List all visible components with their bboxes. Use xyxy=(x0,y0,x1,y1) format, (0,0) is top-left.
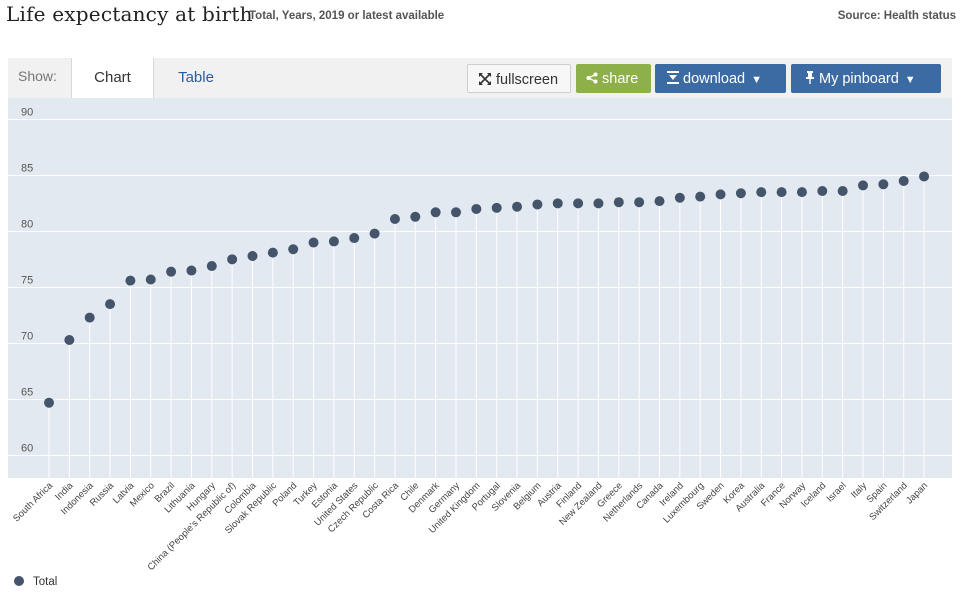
data-point[interactable]: South Africa: 64 xyxy=(44,397,54,408)
data-point[interactable]: Switzerland: 83.8 xyxy=(898,175,909,186)
data-point[interactable]: Portugal: 81.4 xyxy=(491,202,502,213)
life-expectancy-chart: 60 65 70 75 80 85 90 South Africa: 64 India: 69.… xyxy=(8,98,952,573)
share-button[interactable]: share xyxy=(576,64,651,93)
chart-subtitle: Total, Years, 2019 or latest available xyxy=(249,10,445,22)
y-tick-label: 90 xyxy=(21,107,33,119)
data-point[interactable]: Russia: 72.8 xyxy=(105,299,116,310)
data-point[interactable]: Brazil: 75.7 xyxy=(166,266,177,277)
data-point[interactable]: Luxembourg: 82.4 xyxy=(695,191,706,202)
x-tick-label: South Africa xyxy=(11,480,56,525)
data-point[interactable]: United Kingdom: 81.3 xyxy=(471,203,482,214)
download-icon xyxy=(667,64,679,93)
data-point[interactable]: Italy: 83.4 xyxy=(858,180,868,191)
chart-header: Life expectancy at birth Total, Years, 2… xyxy=(6,0,956,34)
data-point[interactable]: Netherlands: 81.9 xyxy=(634,197,645,208)
fullscreen-button[interactable]: fullscreen xyxy=(467,64,571,93)
data-point[interactable]: Ireland: 82.3 xyxy=(674,192,685,203)
data-point[interactable]: Chile: 80.6 xyxy=(410,211,421,222)
data-point[interactable]: France: 82.8 xyxy=(776,187,787,198)
chevron-down-icon: ▼ xyxy=(751,74,762,86)
data-point[interactable]: Spain: 83.5 xyxy=(878,179,889,190)
data-point[interactable]: Sweden: 82.6 xyxy=(715,189,726,200)
data-point[interactable]: Australia: 82.8 xyxy=(756,187,767,198)
pin-icon xyxy=(805,64,815,93)
legend-marker xyxy=(14,576,24,586)
data-point[interactable]: Estonia: 78.4 xyxy=(328,236,339,247)
share-icon xyxy=(586,64,598,93)
data-point[interactable]: Slovak Republic: 77.4 xyxy=(267,247,278,258)
data-point[interactable]: Iceland: 82.9 xyxy=(817,186,828,197)
data-point[interactable]: Slovenia: 81.5 xyxy=(512,201,523,212)
data-point[interactable]: Costa Rica: 80.4 xyxy=(389,214,400,225)
data-point[interactable]: Finland: 81.8 xyxy=(573,198,584,209)
data-point[interactable]: Greece: 81.9 xyxy=(613,197,624,208)
y-tick-label: 85 xyxy=(21,163,33,175)
source-link[interactable]: Source: Health status xyxy=(837,10,956,22)
tab-chart[interactable]: Chart xyxy=(71,58,154,99)
x-tick-label: Israel xyxy=(825,480,849,504)
data-point[interactable]: China (People's Republic of): 76.8 xyxy=(227,254,238,265)
fullscreen-icon xyxy=(478,65,492,94)
data-point[interactable]: Japan: 84.2 xyxy=(919,171,930,182)
x-tick-label: Japan xyxy=(904,480,930,506)
y-tick-label: 75 xyxy=(21,275,33,287)
data-point[interactable]: Germany: 81 xyxy=(451,207,461,218)
y-tick-label: 80 xyxy=(21,219,33,231)
data-point[interactable]: Israel: 82.9 xyxy=(837,186,848,197)
data-point[interactable]: Korea: 82.7 xyxy=(735,188,746,199)
pinboard-label: My pinboard xyxy=(819,71,899,87)
data-point[interactable]: Turkey: 78.3 xyxy=(308,237,319,248)
data-point[interactable]: Poland: 77.7 xyxy=(288,244,299,255)
data-point[interactable]: Hungary: 76.2 xyxy=(206,261,217,272)
y-tick-label: 70 xyxy=(21,331,33,343)
chart-title: Life expectancy at birth xyxy=(6,2,253,26)
download-button[interactable]: download ▼ xyxy=(655,64,786,93)
tab-table[interactable]: Table xyxy=(178,69,214,86)
data-point[interactable]: United States: 78.7 xyxy=(349,233,360,244)
data-point[interactable]: New Zealand: 81.8 xyxy=(593,198,604,209)
data-point[interactable]: Lithuania: 75.8 xyxy=(186,265,197,276)
data-point[interactable]: Latvia: 74.9 xyxy=(125,275,136,286)
y-tick-label: 60 xyxy=(21,443,33,455)
data-point[interactable]: Colombia: 77.1 xyxy=(247,250,258,261)
chevron-down-icon: ▼ xyxy=(904,74,916,86)
download-label: download xyxy=(683,71,746,87)
legend: Total xyxy=(14,576,57,588)
data-point[interactable]: Indonesia: 71.6 xyxy=(84,312,95,323)
fullscreen-label: fullscreen xyxy=(496,72,559,88)
share-label: share xyxy=(602,71,639,87)
data-point[interactable]: Norway: 82.8 xyxy=(796,187,807,198)
y-tick-label: 65 xyxy=(21,387,33,399)
show-label: Show: xyxy=(18,68,57,84)
pinboard-button[interactable]: My pinboard ▼ xyxy=(791,64,941,93)
data-point[interactable]: Austria: 81.8 xyxy=(552,198,563,209)
legend-label: Total xyxy=(33,576,58,588)
data-point[interactable]: Belgium: 81.7 xyxy=(532,199,543,210)
data-point[interactable]: Mexico: 75 xyxy=(145,274,156,285)
data-point[interactable]: Canada: 82 xyxy=(654,196,665,207)
toolbar: Show: Chart Table fullscreen share xyxy=(8,58,952,99)
data-point[interactable]: Denmark: 81 xyxy=(430,207,441,218)
data-point[interactable]: India: 69.6 xyxy=(64,334,75,345)
x-tick-label: Russia xyxy=(88,480,117,509)
data-point[interactable]: Czech Republic: 79.1 xyxy=(369,228,380,239)
